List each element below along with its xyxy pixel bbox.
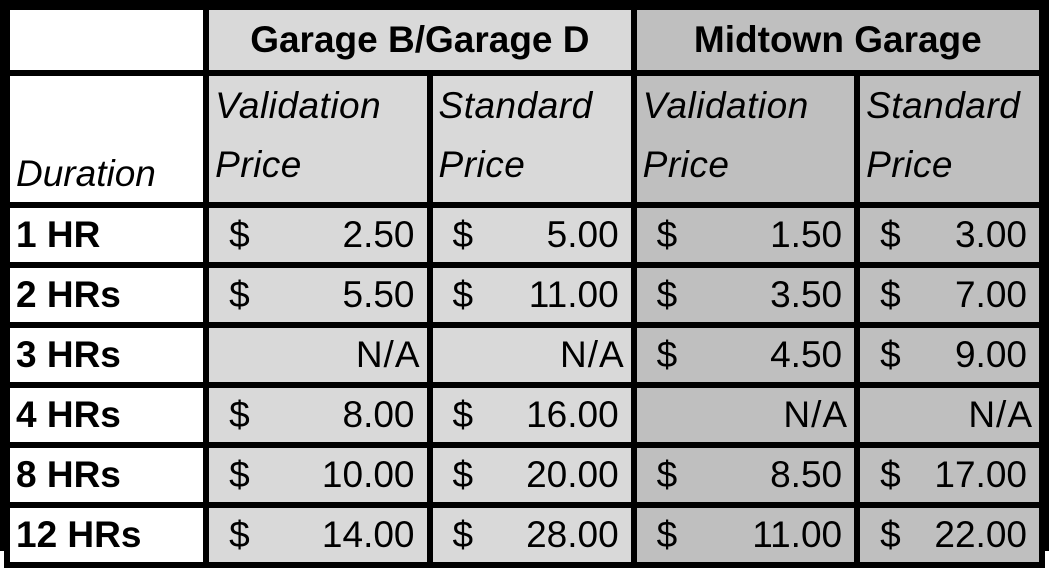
price-amount: 7.00 [954, 274, 1027, 316]
price-amount: 22.00 [934, 514, 1027, 556]
sub-header-row: Duration Validation Price Standard Price… [10, 76, 1039, 203]
price-amount: 8.50 [770, 454, 843, 496]
price-amount: 11.00 [752, 514, 843, 556]
garage-b-standard-price-na: N/A [432, 328, 631, 383]
currency-symbol: $ [880, 214, 901, 256]
midtown-standard-price-na: N/A [860, 388, 1039, 443]
table-row: 12 HRs $14.00 $28.00 $11.00 $22.00 [10, 508, 1039, 563]
currency-symbol: $ [229, 394, 250, 436]
garage-b-validation-price-header: Validation Price [209, 76, 427, 203]
midtown-validation-price-header: Validation Price [636, 76, 855, 203]
price-amount: 3.50 [770, 274, 843, 316]
midtown-standard-price-cell: $7.00 [860, 268, 1039, 323]
midtown-validation-price-cell: $4.50 [636, 328, 855, 383]
garage-b-validation-price-cell: $5.50 [209, 268, 427, 323]
midtown-validation-price-na: N/A [636, 388, 855, 443]
currency-symbol: $ [452, 214, 474, 256]
duration-label: 8 HRs [10, 448, 204, 503]
table-row: 2 HRs $5.50 $11.00 $3.50 $7.00 [10, 268, 1039, 323]
midtown-validation-price-cell: $8.50 [636, 448, 855, 503]
table-row: 1 HR $2.50 $5.00 $1.50 $3.00 [10, 208, 1039, 263]
price-amount: 4.50 [770, 334, 843, 376]
midtown-standard-price-cell: $3.00 [860, 208, 1039, 263]
price-amount: 1.50 [770, 214, 843, 256]
price-amount: 8.00 [342, 394, 415, 436]
garage-b-d-header: Garage B/Garage D [209, 10, 631, 70]
garage-b-validation-price-cell: $8.00 [209, 388, 427, 443]
currency-symbol: $ [229, 274, 250, 316]
price-amount: 11.00 [528, 274, 619, 316]
currency-symbol: $ [880, 454, 901, 496]
garage-b-standard-price-cell: $28.00 [432, 508, 631, 563]
duration-label: 3 HRs [10, 328, 204, 383]
price-amount: 2.50 [342, 214, 415, 256]
currency-symbol: $ [452, 454, 474, 496]
price-amount: 28.00 [526, 514, 619, 556]
table-row: 3 HRs N/A N/A $4.50 $9.00 [10, 328, 1039, 383]
currency-symbol: $ [880, 334, 901, 376]
midtown-standard-price-header: Standard Price [860, 76, 1039, 203]
duration-label: 2 HRs [10, 268, 204, 323]
garage-b-validation-price-cell: $10.00 [209, 448, 427, 503]
parking-rate-table: Garage B/Garage D Midtown Garage Duratio… [4, 4, 1045, 568]
currency-symbol: $ [656, 274, 678, 316]
duration-header: Duration [10, 76, 204, 203]
price-amount: 5.00 [546, 214, 619, 256]
currency-symbol: $ [229, 514, 250, 556]
garage-b-standard-price-cell: $5.00 [432, 208, 631, 263]
midtown-validation-price-cell: $1.50 [636, 208, 855, 263]
price-amount: 16.00 [526, 394, 619, 436]
currency-symbol: $ [452, 274, 474, 316]
midtown-standard-price-cell: $22.00 [860, 508, 1039, 563]
currency-symbol: $ [656, 514, 678, 556]
currency-symbol: $ [229, 454, 250, 496]
midtown-standard-price-cell: $9.00 [860, 328, 1039, 383]
duration-label: 12 HRs [10, 508, 204, 563]
currency-symbol: $ [656, 214, 678, 256]
midtown-garage-header: Midtown Garage [636, 10, 1039, 70]
price-amount: 3.00 [954, 214, 1027, 256]
garage-b-standard-price-header: Standard Price [432, 76, 631, 203]
group-header-row: Garage B/Garage D Midtown Garage [10, 10, 1039, 70]
corner-blank-cell [10, 10, 204, 70]
currency-symbol: $ [880, 514, 901, 556]
price-amount: 10.00 [321, 454, 415, 496]
currency-symbol: $ [880, 274, 901, 316]
midtown-validation-price-cell: $3.50 [636, 268, 855, 323]
garage-b-validation-price-cell: $14.00 [209, 508, 427, 563]
currency-symbol: $ [656, 334, 678, 376]
duration-label: 4 HRs [10, 388, 204, 443]
price-amount: 17.00 [934, 454, 1027, 496]
price-amount: 20.00 [526, 454, 619, 496]
currency-symbol: $ [229, 214, 250, 256]
currency-symbol: $ [656, 454, 678, 496]
currency-symbol: $ [452, 394, 474, 436]
midtown-validation-price-cell: $11.00 [636, 508, 855, 563]
price-amount: 9.00 [954, 334, 1027, 376]
table-row: 8 HRs $10.00 $20.00 $8.50 $17.00 [10, 448, 1039, 503]
garage-b-standard-price-cell: $11.00 [432, 268, 631, 323]
price-amount: 5.50 [342, 274, 415, 316]
midtown-standard-price-cell: $17.00 [860, 448, 1039, 503]
currency-symbol: $ [452, 514, 474, 556]
garage-b-standard-price-cell: $16.00 [432, 388, 631, 443]
garage-b-standard-price-cell: $20.00 [432, 448, 631, 503]
price-amount: 14.00 [321, 514, 415, 556]
duration-label: 1 HR [10, 208, 204, 263]
table-row: 4 HRs $8.00 $16.00 N/A N/A [10, 388, 1039, 443]
garage-b-validation-price-na: N/A [209, 328, 427, 383]
garage-b-validation-price-cell: $2.50 [209, 208, 427, 263]
